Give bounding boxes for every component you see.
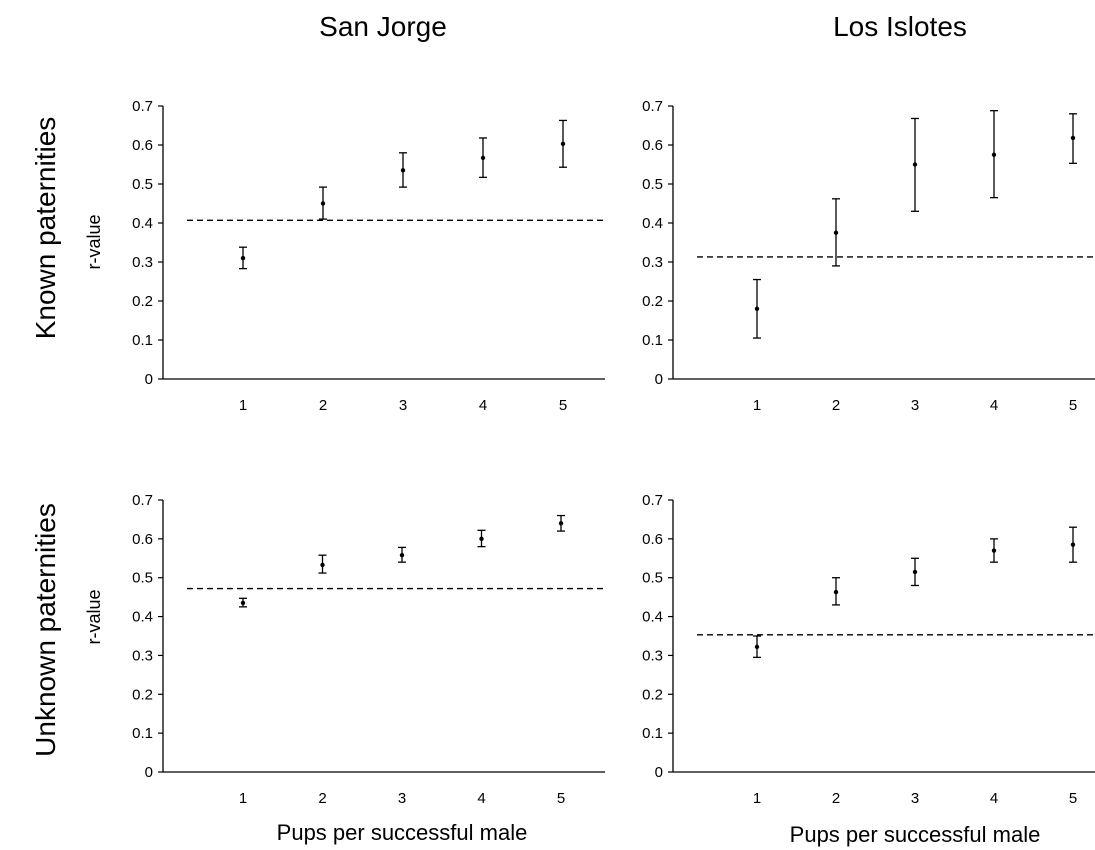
x-tick-label: 5 [1069, 790, 1077, 807]
data-point [479, 536, 484, 542]
panel-2: 0 0.1 0.2 0.3 0.4 0.5 0.6 0.7 1 2 3 4 5 [642, 98, 1095, 414]
x-tick-label: 4 [477, 790, 485, 807]
panel-3: 0 0.1 0.2 0.3 0.4 0.5 0.6 0.7 1 2 3 4 5 r-value Pups p… [84, 492, 605, 845]
row-title-known: Known paternities [30, 117, 61, 340]
panels: 0 0.1 0.2 0.3 0.4 0.5 0.6 0.7 1 2 3 4 5 r-value 0 0.1 0.… [84, 98, 1095, 847]
data-point [991, 548, 997, 553]
x-tick-label: 2 [832, 790, 840, 807]
data-point [1070, 135, 1076, 141]
x-tick-label: 1 [753, 397, 761, 414]
data-point [558, 521, 564, 526]
y-axis-label: r-value [84, 589, 104, 644]
data-point [754, 306, 760, 311]
x-tick-label: 2 [832, 397, 840, 414]
x-tick-label: 1 [239, 397, 247, 414]
x-tick-label: 5 [557, 790, 565, 807]
y-tick-label: 0.4 [642, 609, 663, 626]
y-tick-label: 0.7 [132, 492, 153, 509]
y-tick-label: 0.4 [132, 215, 153, 232]
data-point [1070, 542, 1076, 547]
y-tick-label: 0.5 [642, 570, 663, 587]
y-tick-label: 0.3 [642, 254, 663, 271]
x-axis-label: Pups per successful male [790, 822, 1041, 847]
y-tick-label: 0 [655, 764, 663, 781]
data-point [400, 168, 406, 173]
y-tick-label: 0.7 [132, 98, 153, 115]
x-tick-label: 1 [239, 790, 247, 807]
x-tick-label: 3 [911, 397, 919, 414]
y-tick-label: 0.7 [642, 98, 663, 115]
x-tick-label: 4 [479, 397, 487, 414]
column-title-los-islotes: Los Islotes [833, 11, 967, 42]
y-tick-label: 0.3 [642, 647, 663, 664]
x-tick-label: 2 [318, 790, 326, 807]
data-point [240, 255, 246, 261]
data-point [320, 201, 326, 206]
y-tick-label: 0.4 [642, 215, 663, 232]
data-point [833, 230, 839, 235]
x-tick-label: 4 [990, 790, 998, 807]
y-tick-label: 0.6 [642, 531, 663, 548]
y-tick-label: 0.2 [642, 293, 663, 310]
data-point [399, 552, 405, 558]
y-tick-label: 0.6 [132, 137, 153, 154]
y-tick-label: 0.5 [132, 176, 153, 193]
panel-4: 0 0.1 0.2 0.3 0.4 0.5 0.6 0.7 1 2 3 4 5 Pups per succ… [642, 492, 1095, 847]
data-point [833, 589, 839, 595]
y-tick-label: 0.5 [642, 176, 663, 193]
y-tick-label: 0.4 [132, 609, 153, 626]
data-point [912, 162, 918, 167]
y-tick-label: 0.2 [132, 293, 153, 310]
y-tick-label: 0.6 [642, 137, 663, 154]
y-tick-label: 0.1 [642, 332, 663, 349]
data-point [912, 569, 918, 575]
y-tick-label: 0.5 [132, 570, 153, 587]
y-tick-label: 0.1 [132, 332, 153, 349]
y-tick-label: 0 [655, 371, 663, 388]
data-point [480, 155, 486, 161]
x-tick-label: 3 [398, 790, 406, 807]
y-tick-label: 0.1 [132, 725, 153, 742]
data-point [754, 644, 760, 650]
y-tick-label: 0 [145, 371, 153, 388]
data-point [560, 141, 566, 147]
row-title-unknown: Unknown paternities [30, 503, 61, 757]
y-tick-label: 0.2 [132, 686, 153, 703]
y-tick-label: 0 [145, 764, 153, 781]
x-tick-label: 1 [753, 790, 761, 807]
y-tick-label: 0.1 [642, 725, 663, 742]
x-tick-label: 5 [1069, 397, 1077, 414]
y-tick-label: 0.3 [132, 647, 153, 664]
x-tick-label: 5 [559, 397, 567, 414]
y-tick-label: 0.2 [642, 686, 663, 703]
x-tick-label: 4 [990, 397, 998, 414]
data-point [240, 600, 246, 606]
panel-1: 0 0.1 0.2 0.3 0.4 0.5 0.6 0.7 1 2 3 4 5 r-value [84, 98, 605, 414]
x-axis-label: Pups per successful male [277, 820, 528, 845]
data-point [991, 152, 997, 157]
column-title-san-jorge: San Jorge [319, 11, 447, 42]
x-tick-label: 2 [319, 397, 327, 414]
y-axis-label: r-value [84, 214, 104, 269]
y-tick-label: 0.6 [132, 531, 153, 548]
x-tick-label: 3 [399, 397, 407, 414]
data-point [320, 562, 325, 568]
y-tick-label: 0.7 [642, 492, 663, 509]
y-tick-label: 0.3 [132, 254, 153, 271]
x-tick-label: 3 [911, 790, 919, 807]
